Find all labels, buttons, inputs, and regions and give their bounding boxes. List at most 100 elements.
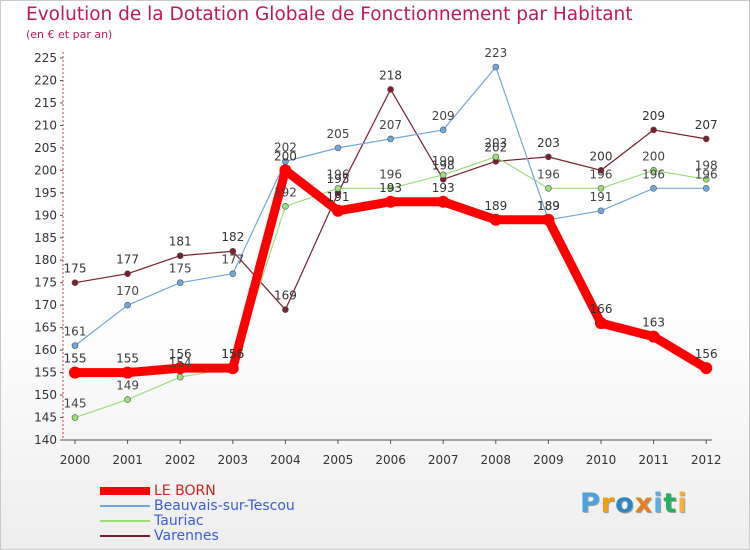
data-point-tauriac — [702, 176, 710, 183]
data-point-beauvais-sur-tescou — [439, 126, 447, 134]
data-point-tauriac — [492, 153, 500, 161]
data-label-varennes: 182 — [221, 230, 244, 244]
data-label-varennes: 181 — [169, 235, 192, 249]
data-label-le-born: 156 — [695, 347, 718, 361]
data-point-tauriac — [124, 396, 131, 403]
data-point-beauvais-sur-tescou — [492, 63, 500, 71]
data-point-varennes — [545, 153, 552, 161]
y-tick-label: 225 — [34, 51, 57, 65]
data-label-le-born: 189 — [484, 199, 507, 213]
x-tick-label: 2012 — [691, 453, 722, 467]
logo-letter: i — [677, 488, 688, 519]
data-point-varennes — [702, 135, 710, 143]
data-point-le-born — [69, 366, 81, 379]
data-point-tauriac — [334, 185, 342, 192]
data-label-le-born: 166 — [590, 302, 613, 316]
legend-swatch — [100, 520, 150, 522]
data-label-beauvais-sur-tescou: 170 — [116, 284, 139, 298]
chart-subtitle: (en € et par an) — [26, 28, 113, 41]
chart-title: Evolution de la Dotation Globale de Fonc… — [26, 4, 633, 25]
data-point-beauvais-sur-tescou — [650, 185, 657, 192]
data-point-le-born — [226, 362, 239, 375]
data-point-le-born — [121, 366, 134, 379]
data-point-varennes — [229, 247, 237, 255]
data-point-tauriac — [387, 185, 394, 192]
data-label-beauvais-sur-tescou: 223 — [484, 46, 507, 60]
data-label-tauriac: 196 — [537, 167, 560, 181]
data-label-beauvais-sur-tescou: 189 — [537, 199, 560, 213]
data-label-varennes: 198 — [432, 158, 455, 172]
data-point-tauriac — [545, 185, 552, 192]
data-label-varennes: 207 — [695, 118, 718, 132]
data-label-tauriac: 196 — [379, 167, 402, 181]
logo-letter: o — [615, 488, 635, 519]
y-tick-label: 165 — [34, 321, 57, 335]
logo-letter: P — [580, 488, 601, 519]
data-label-le-born: 191 — [327, 190, 350, 204]
data-label-tauriac: 145 — [64, 397, 87, 411]
data-point-beauvais-sur-tescou — [334, 144, 342, 152]
data-point-le-born — [437, 195, 450, 208]
data-point-tauriac — [71, 414, 79, 421]
data-label-beauvais-sur-tescou: 196 — [642, 167, 665, 181]
y-tick-label: 205 — [34, 141, 57, 155]
data-point-varennes — [387, 86, 394, 93]
y-tick-label: 195 — [34, 186, 57, 200]
data-label-le-born: 163 — [642, 316, 665, 330]
x-tick-label: 2005 — [323, 453, 354, 467]
y-tick-label: 220 — [34, 73, 57, 87]
y-tick-label: 185 — [34, 231, 57, 245]
data-label-le-born: 156 — [169, 347, 192, 361]
data-label-tauriac: 156 — [221, 347, 244, 361]
data-point-tauriac — [439, 171, 447, 179]
data-label-varennes: 202 — [484, 140, 507, 154]
data-point-tauriac — [176, 373, 184, 381]
data-label-le-born: 193 — [432, 181, 455, 195]
x-tick-label: 2011 — [638, 453, 669, 467]
data-point-varennes — [124, 270, 131, 278]
data-point-beauvais-sur-tescou — [71, 342, 79, 349]
y-tick-label: 140 — [34, 433, 57, 447]
y-tick-label: 210 — [34, 118, 57, 132]
legend-swatch — [100, 535, 150, 537]
data-label-varennes: 209 — [642, 109, 665, 123]
data-label-tauriac: 198 — [695, 158, 718, 172]
y-tick-label: 145 — [34, 411, 57, 425]
logo-letter: r — [600, 488, 616, 519]
x-tick-label: 2002 — [165, 453, 196, 467]
proxiti-logo: Proxiti — [580, 488, 688, 519]
data-point-le-born — [279, 164, 292, 177]
data-label-tauriac: 196 — [327, 167, 350, 181]
y-tick-label: 215 — [34, 96, 57, 110]
logo-letter: i — [653, 488, 664, 519]
data-point-le-born — [647, 330, 660, 343]
data-point-beauvais-sur-tescou — [387, 135, 394, 143]
data-label-varennes: 195 — [327, 172, 350, 186]
data-point-varennes — [176, 252, 184, 260]
x-tick-label: 2010 — [586, 453, 617, 467]
data-point-le-born — [174, 362, 187, 375]
data-point-varennes — [650, 126, 657, 134]
data-label-beauvais-sur-tescou: 205 — [327, 127, 350, 141]
legend-label: Tauriac — [154, 513, 204, 529]
logo-letter: x — [634, 488, 654, 519]
data-point-tauriac — [597, 185, 605, 192]
data-label-beauvais-sur-tescou: 191 — [590, 190, 613, 204]
x-tick-label: 2003 — [218, 453, 249, 467]
data-label-tauriac: 192 — [274, 185, 297, 199]
data-label-beauvais-sur-tescou: 177 — [221, 253, 244, 267]
legend-label: Varennes — [154, 528, 219, 544]
data-label-le-born: 200 — [274, 149, 297, 163]
x-tick-label: 2009 — [533, 453, 564, 467]
data-label-le-born: 189 — [537, 199, 560, 213]
data-label-beauvais-sur-tescou: 196 — [695, 167, 718, 181]
data-label-le-born: 155 — [116, 352, 139, 366]
y-tick-label: 160 — [34, 343, 57, 357]
x-tick-label: 2004 — [270, 453, 301, 467]
data-point-le-born — [332, 204, 344, 217]
data-label-tauriac: 199 — [432, 154, 455, 168]
data-point-le-born — [489, 213, 502, 226]
y-tick-label: 170 — [34, 298, 57, 312]
data-point-beauvais-sur-tescou — [229, 270, 237, 278]
